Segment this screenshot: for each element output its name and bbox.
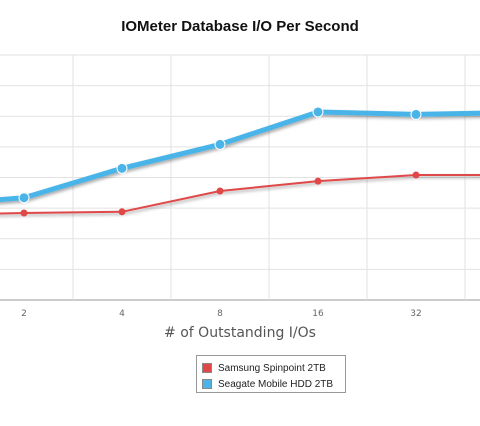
legend-swatch-seagate — [202, 379, 212, 389]
data-point-samsung — [314, 177, 322, 185]
data-point-samsung — [20, 209, 28, 217]
x-tick-label: 16 — [312, 309, 324, 319]
x-tick-label: 4 — [119, 309, 125, 319]
data-point-seagate — [18, 192, 30, 204]
data-point-seagate — [116, 162, 128, 174]
data-point-samsung — [412, 171, 420, 179]
data-point-seagate — [214, 138, 226, 150]
x-tick-label: 32 — [410, 309, 421, 319]
x-tick-label: 8 — [217, 309, 223, 319]
legend-swatch-samsung — [202, 363, 212, 373]
legend: Samsung Spinpoint 2TB Seagate Mobile HDD… — [196, 355, 346, 393]
series-line-seagate — [0, 109, 480, 203]
data-point-samsung — [118, 208, 126, 216]
data-point-seagate — [410, 108, 422, 120]
legend-label-samsung: Samsung Spinpoint 2TB — [218, 362, 326, 374]
legend-item-samsung: Samsung Spinpoint 2TB — [202, 361, 345, 375]
data-point-samsung — [216, 187, 224, 195]
x-tick-label: 2 — [21, 309, 27, 319]
legend-item-seagate: Seagate Mobile HDD 2TB — [202, 377, 345, 391]
data-point-seagate — [312, 106, 324, 118]
chart-title: IOMeter Database I/O Per Second — [121, 18, 359, 35]
legend-label-seagate: Seagate Mobile HDD 2TB — [218, 378, 334, 390]
x-axis-label: # of Outstanding I/Os — [164, 325, 316, 341]
